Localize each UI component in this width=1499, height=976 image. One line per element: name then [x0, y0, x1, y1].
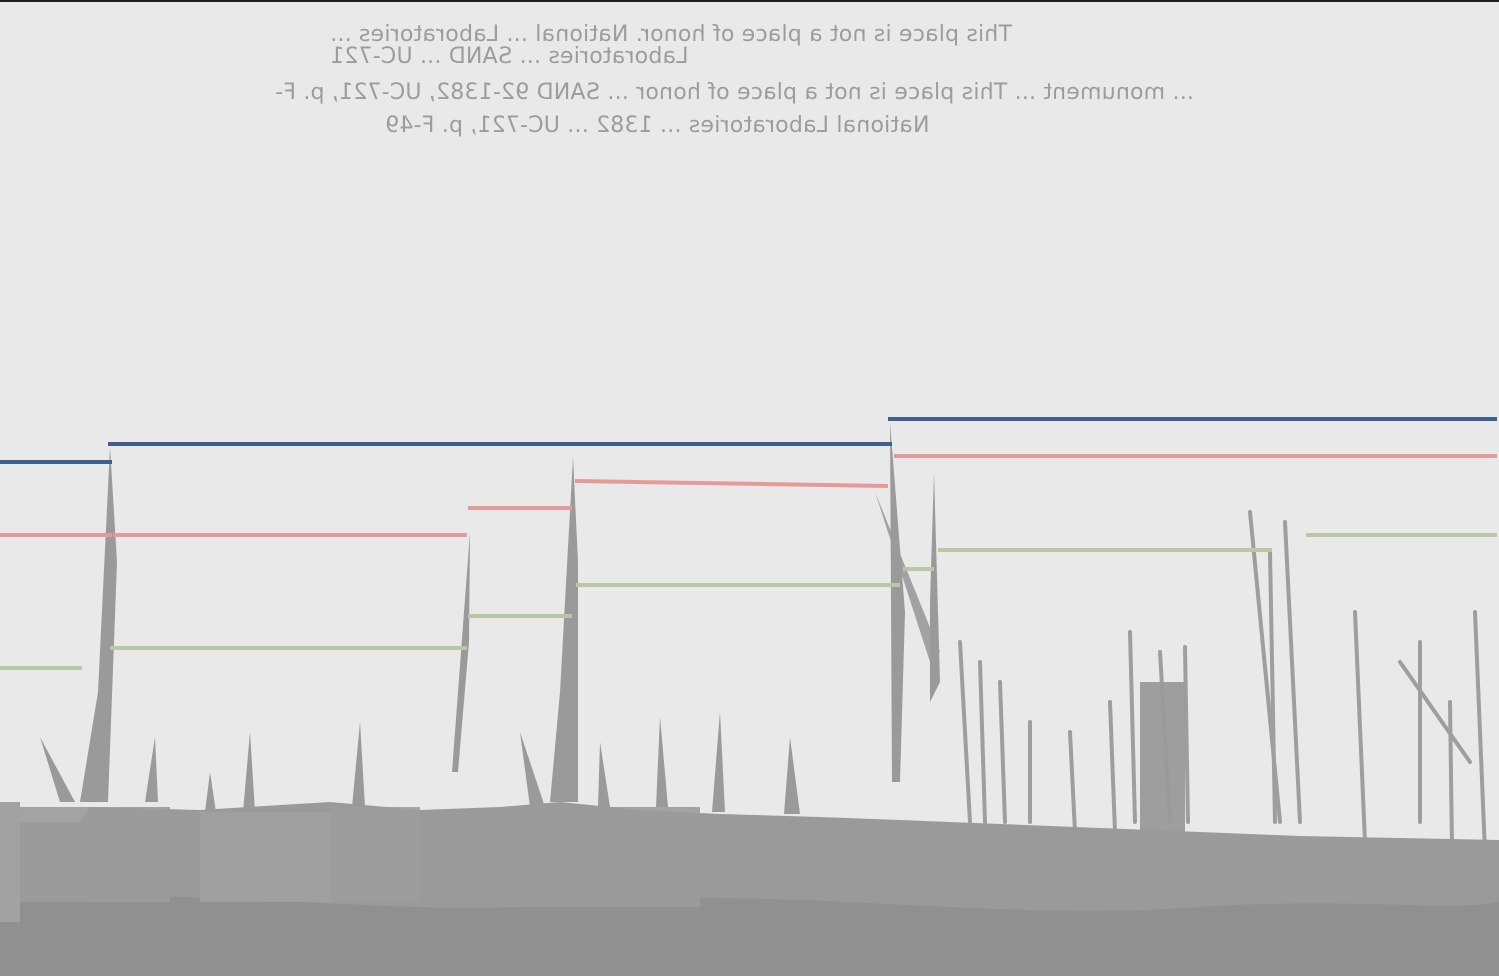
green-lines	[0, 533, 1497, 670]
block-structure	[500, 807, 700, 907]
spike	[550, 457, 578, 802]
spike	[930, 472, 940, 702]
block-structure	[200, 812, 330, 902]
block-structure	[330, 807, 420, 902]
small-spike	[598, 742, 610, 807]
small-spike	[40, 737, 75, 802]
red-line-segment	[574, 478, 889, 489]
small-spike	[520, 732, 545, 807]
small-spike	[352, 722, 365, 807]
spike	[80, 447, 117, 802]
spike	[890, 422, 905, 782]
small-spike	[145, 737, 158, 802]
spike	[875, 492, 940, 662]
speckle-field	[958, 510, 1487, 854]
small-spike	[205, 772, 216, 812]
block-structure	[20, 807, 170, 902]
ground-texture	[0, 896, 1499, 976]
spike	[452, 532, 470, 772]
small-spike	[243, 732, 255, 812]
red-lines	[0, 454, 1497, 537]
blue-lines	[0, 417, 1497, 464]
small-spike	[712, 712, 725, 812]
block-structure	[0, 802, 20, 922]
small-spike	[784, 737, 800, 814]
small-spike	[656, 717, 668, 807]
